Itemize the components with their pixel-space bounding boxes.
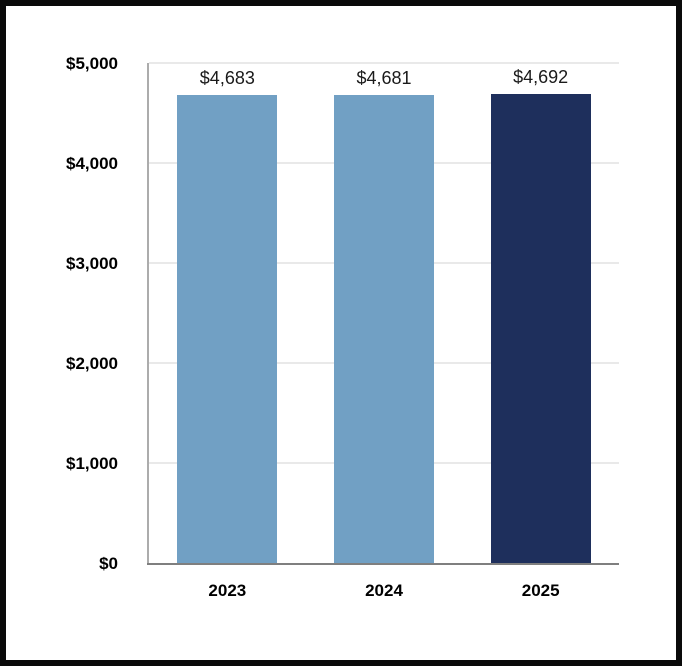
x-axis-label-2023: 2023 (208, 581, 247, 600)
data-label-2023: $4,683 (199, 67, 255, 88)
y-tick-label-4000: $4,000 (66, 154, 118, 173)
y-tick-label-3000: $3,000 (66, 254, 118, 273)
y-tick-label-2000: $2,000 (66, 354, 118, 373)
x-axis-baseline (147, 563, 619, 565)
y-tick-label-1000: $1,000 (66, 454, 118, 473)
y-tick-label-5000: $5,000 (66, 54, 118, 73)
y-axis-line (147, 63, 149, 563)
bar-2024 (334, 94, 434, 563)
x-axis-label-2024: 2024 (365, 581, 403, 600)
data-label-2025: $4,692 (513, 66, 569, 87)
y-tick-label-0: $0 (99, 554, 118, 573)
bar-2025 (490, 93, 591, 563)
data-label-2024: $4,681 (356, 67, 412, 88)
gridline-5000 (149, 62, 619, 64)
x-axis-label-2025: 2025 (521, 581, 560, 600)
bar-2023 (177, 94, 278, 563)
